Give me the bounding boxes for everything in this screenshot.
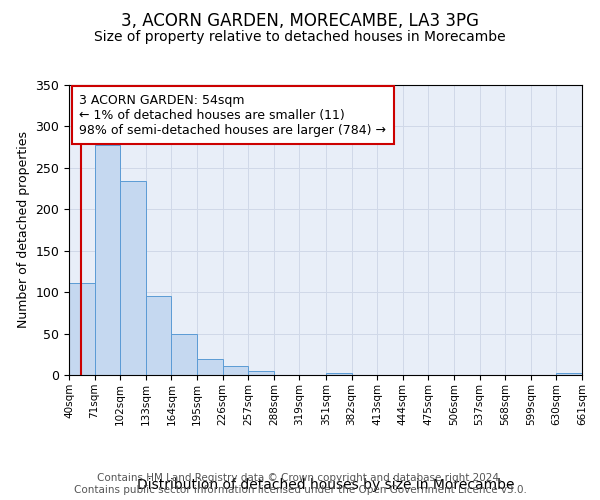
- Bar: [120, 181, 146, 375]
- Bar: [197, 360, 223, 375]
- Y-axis label: Number of detached properties: Number of detached properties: [17, 132, 30, 328]
- Text: 3 ACORN GARDEN: 54sqm
← 1% of detached houses are smaller (11)
98% of semi-detac: 3 ACORN GARDEN: 54sqm ← 1% of detached h…: [79, 94, 386, 136]
- Bar: [556, 374, 582, 375]
- Text: Contains HM Land Registry data © Crown copyright and database right 2024.
Contai: Contains HM Land Registry data © Crown c…: [74, 474, 526, 495]
- Bar: [146, 296, 172, 375]
- Bar: [69, 283, 95, 375]
- Bar: [223, 366, 248, 375]
- Bar: [326, 374, 352, 375]
- Text: 3, ACORN GARDEN, MORECAMBE, LA3 3PG: 3, ACORN GARDEN, MORECAMBE, LA3 3PG: [121, 12, 479, 30]
- Bar: [95, 144, 120, 375]
- Bar: [172, 334, 197, 375]
- X-axis label: Distribution of detached houses by size in Morecambe: Distribution of detached houses by size …: [137, 478, 514, 492]
- Text: Size of property relative to detached houses in Morecambe: Size of property relative to detached ho…: [94, 30, 506, 44]
- Bar: [248, 371, 274, 375]
